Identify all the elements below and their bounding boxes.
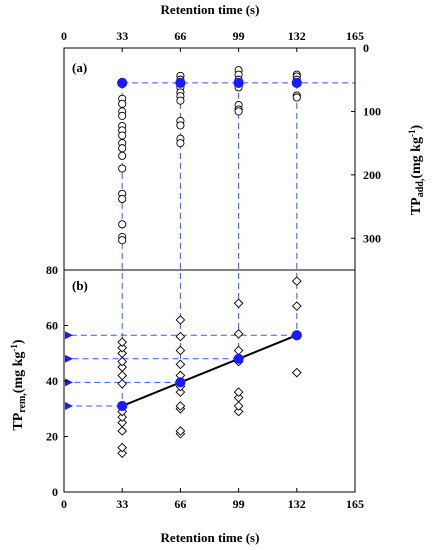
point-open-circle [176, 139, 185, 148]
y-tick-label-a: 300 [363, 231, 381, 245]
point-filled-circle [117, 400, 128, 412]
x-tick-label-top: 0 [61, 29, 67, 43]
point-open-diamond [175, 345, 186, 356]
point-open-diamond [117, 342, 128, 353]
point-open-circle [118, 164, 127, 173]
point-filled-circle [291, 77, 302, 88]
plot-frame [63, 47, 356, 493]
point-open-diamond [233, 298, 244, 309]
point-open-circle [234, 107, 243, 116]
panel-label-a: (a) [72, 60, 87, 75]
x-tick-label-bottom: 165 [346, 497, 364, 511]
point-open-diamond [117, 442, 128, 453]
point-open-diamond [233, 392, 244, 403]
x-tick-label-bottom: 0 [61, 497, 67, 511]
point-filled-circle [233, 353, 244, 364]
point-open-diamond [291, 367, 302, 378]
point-open-diamond [117, 417, 128, 428]
point-open-diamond [117, 426, 128, 436]
point-open-diamond [291, 276, 302, 286]
point-open-diamond [175, 331, 186, 342]
point-open-circle [118, 111, 127, 120]
point-open-diamond [291, 301, 302, 311]
point-open-diamond [117, 356, 128, 367]
data-marks-layer [117, 66, 302, 458]
bottom-x-axis-title: Retention time (s) [161, 530, 260, 545]
x-tick-label-top: 99 [233, 29, 245, 43]
y-tick-label-b: 20 [46, 430, 58, 444]
y-tick-label-a: 0 [363, 41, 369, 55]
y-tick-label-b: 60 [46, 319, 58, 333]
x-tick-label-top: 132 [288, 29, 306, 43]
y-tick-label-a: 100 [363, 104, 381, 118]
point-open-circle [118, 236, 127, 245]
trend-line [121, 334, 298, 407]
point-open-diamond [117, 370, 128, 381]
point-open-diamond [175, 401, 186, 411]
panel-a-frame [63, 47, 356, 271]
point-open-diamond [233, 387, 244, 397]
point-open-diamond [117, 348, 128, 359]
x-tick-label-top: 33 [116, 29, 128, 43]
guide-lines-layer [65, 82, 355, 410]
point-open-diamond [117, 362, 128, 372]
x-tick-label-bottom: 99 [233, 497, 245, 511]
x-tick-label-bottom: 66 [174, 497, 186, 511]
top-x-axis-title: Retention time (s) [161, 2, 260, 17]
point-filled-circle [291, 330, 302, 341]
y-tick-label-b: 80 [46, 263, 58, 277]
y-tick-label-b: 40 [46, 374, 58, 388]
point-filled-circle [117, 77, 128, 88]
y-tick-label-a: 200 [363, 168, 381, 182]
point-open-diamond [117, 412, 128, 422]
point-filled-circle [175, 377, 186, 388]
point-open-circle [292, 93, 301, 102]
x-tick-label-top: 165 [346, 29, 364, 43]
point-open-diamond [233, 401, 244, 411]
y-tick-label-b: 0 [52, 485, 58, 499]
point-open-diamond [117, 378, 128, 389]
point-open-circle [176, 96, 185, 105]
point-filled-circle [175, 77, 186, 88]
point-open-circle [118, 194, 127, 204]
point-open-diamond [175, 315, 186, 325]
point-open-circle [118, 151, 127, 160]
point-open-diamond [233, 345, 244, 356]
x-tick-label-bottom: 132 [288, 497, 306, 511]
panel-label-b: (b) [72, 278, 88, 293]
point-open-diamond [175, 359, 186, 370]
point-open-diamond [175, 426, 186, 436]
point-open-diamond [233, 406, 244, 417]
x-tick-label-top: 66 [174, 29, 186, 43]
y-axis-title-b: TPrem,(mg kg-1) [9, 339, 28, 431]
point-open-circle [118, 99, 127, 108]
panel-b-frame [63, 269, 356, 493]
point-open-diamond [233, 328, 244, 339]
y-axis-title-a: TPadd,(mg kg-1) [407, 125, 426, 216]
point-open-circle [176, 121, 185, 130]
point-open-circle [118, 131, 127, 140]
x-tick-label-bottom: 33 [116, 497, 128, 511]
point-open-circle [118, 144, 127, 153]
point-open-diamond [117, 448, 128, 458]
point-open-diamond [117, 337, 128, 347]
point-open-diamond [175, 387, 186, 397]
point-open-circle [118, 220, 127, 229]
point-filled-circle [233, 77, 244, 88]
